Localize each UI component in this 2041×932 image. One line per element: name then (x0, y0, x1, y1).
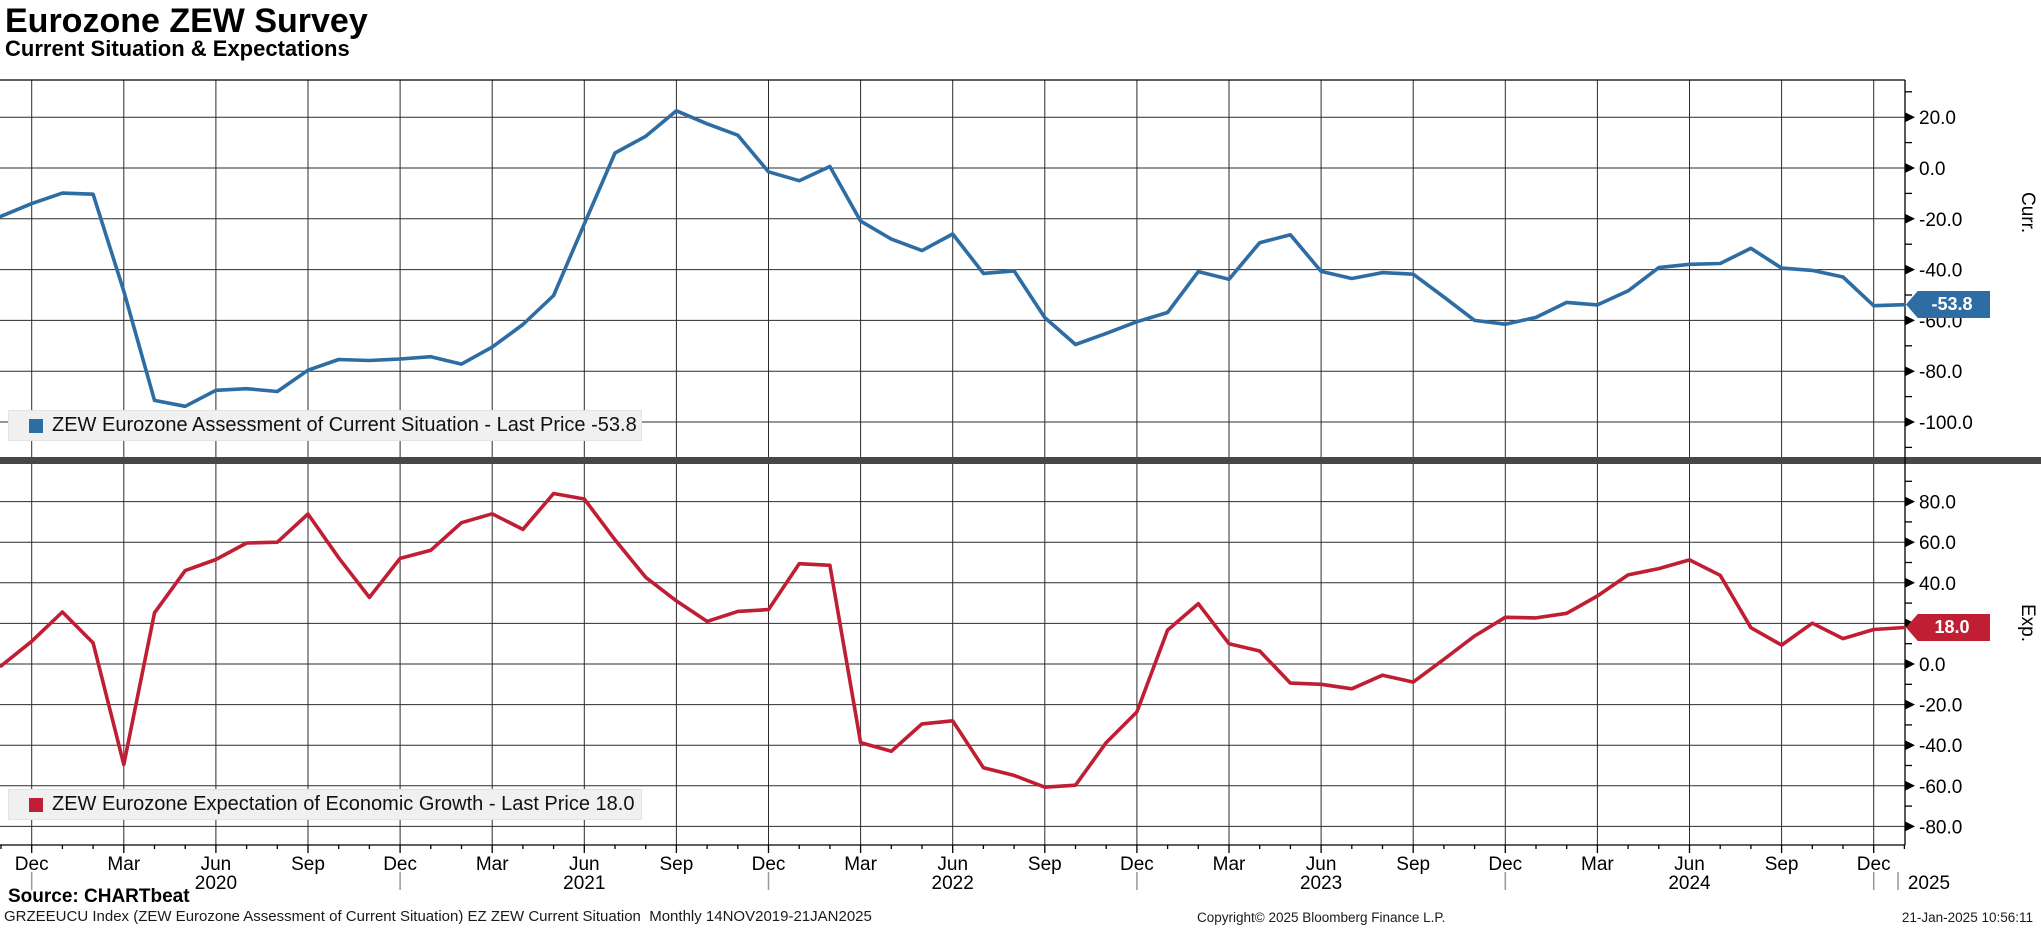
x-tick-label: Jun (201, 854, 232, 875)
y-tick-arrow-icon (1905, 780, 1915, 791)
y-tick-label: 20.0 (1919, 108, 1956, 129)
x-tick-label: Mar (476, 854, 509, 875)
x-year-label: 2024 (1668, 873, 1711, 894)
last-price-tag-expectations: 18.0 (1906, 614, 1990, 641)
x-tick-label: Jun (1674, 854, 1705, 875)
x-year-label: 2021 (563, 873, 605, 894)
y-tick-label: -100.0 (1919, 413, 1973, 434)
y-tick-label: 80.0 (1919, 493, 1956, 514)
y-tick-label: 0.0 (1919, 159, 1945, 180)
y-tick-arrow-icon (1905, 577, 1915, 588)
timestamp-text: 21-Jan-2025 10:56:11 (1901, 910, 2033, 925)
copyright-text: Copyright© 2025 Bloomberg Finance L.P. (1197, 910, 1446, 925)
y-tick-arrow-icon (1905, 264, 1915, 275)
y-tick-arrow-icon (1905, 496, 1915, 507)
series-line-curr (0, 109, 1907, 409)
y-tick-arrow-icon (1905, 537, 1915, 548)
y-tick-label: 0.0 (1919, 655, 1945, 676)
x-tick-label: Dec (1857, 854, 1891, 875)
legend-swatch-red-icon (29, 797, 43, 812)
x-tick-label: Mar (1213, 854, 1246, 875)
y-tick-arrow-icon (1905, 315, 1915, 326)
y-tick-label: -80.0 (1919, 817, 1962, 838)
x-tick-label: Mar (844, 854, 877, 875)
page-title: Eurozone ZEW Survey (5, 2, 368, 40)
x-year-label: 2025 (1908, 873, 1950, 894)
y-tick-arrow-icon (1905, 213, 1915, 224)
y-tick-arrow-icon (1905, 417, 1915, 427)
source-label: Source: CHARTbeat (8, 886, 190, 907)
x-tick-label: Mar (107, 854, 140, 875)
panel-divider (0, 457, 2041, 464)
y-tick-label: -80.0 (1919, 362, 1962, 383)
x-tick-label: Jun (937, 854, 968, 875)
x-tick-label: Dec (15, 854, 49, 875)
page-subtitle: Current Situation & Expectations (5, 36, 350, 61)
legend-swatch-blue-icon (29, 418, 43, 433)
x-year-label: 2020 (195, 873, 237, 894)
x-tick-label: Sep (659, 854, 693, 875)
y-tick-arrow-icon (1905, 699, 1915, 710)
x-tick-label: Jun (1306, 854, 1337, 875)
series-line-exp (0, 491, 1907, 790)
last-price-tag-current: -53.8 (1906, 291, 1990, 318)
x-tick-label: Jun (569, 854, 600, 875)
x-tick-label: Sep (1028, 854, 1062, 875)
x-tick-label: Sep (291, 854, 325, 875)
legend-label: ZEW Eurozone Assessment of Current Situa… (52, 414, 637, 436)
y-tick-arrow-icon (1905, 163, 1915, 173)
y-axis-title-current: Curr. (2017, 191, 2038, 234)
x-tick-label: Sep (1396, 854, 1430, 875)
y-tick-arrow-icon (1905, 821, 1915, 832)
y-tick-label: -20.0 (1919, 210, 1962, 231)
y-tick-label: -40.0 (1919, 261, 1962, 282)
y-tick-label: 60.0 (1919, 533, 1956, 554)
x-tick-label: Dec (752, 854, 786, 875)
y-tick-arrow-icon (1905, 366, 1915, 377)
x-tick-label: Dec (1120, 854, 1154, 875)
x-year-label: 2023 (1300, 873, 1342, 894)
x-tick-label: Dec (1488, 854, 1522, 875)
x-tick-label: Dec (383, 854, 417, 875)
y-tick-arrow-icon (1905, 659, 1915, 669)
legend-label: ZEW Eurozone Expectation of Economic Gro… (52, 793, 635, 815)
y-tick-label: -20.0 (1919, 696, 1962, 717)
x-tick-label: Sep (1765, 854, 1799, 875)
y-tick-label: 40.0 (1919, 574, 1956, 595)
y-tick-arrow-icon (1905, 740, 1915, 751)
security-description: GRZEEUCU Index (ZEW Eurozone Assessment … (4, 908, 872, 925)
x-year-label: 2022 (932, 873, 974, 894)
x-tick-label: Mar (1581, 854, 1614, 875)
y-tick-label: -60.0 (1919, 777, 1962, 798)
y-axis-title-expectations: Exp. (2017, 603, 2038, 643)
legend-expectations[interactable]: ZEW Eurozone Expectation of Economic Gro… (8, 789, 642, 820)
legend-current-situation[interactable]: ZEW Eurozone Assessment of Current Situa… (8, 410, 642, 441)
y-tick-arrow-icon (1905, 112, 1915, 123)
y-tick-label: -40.0 (1919, 736, 1962, 757)
